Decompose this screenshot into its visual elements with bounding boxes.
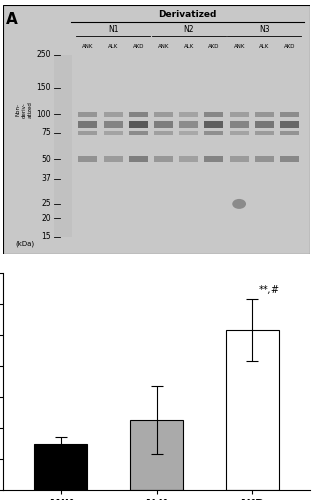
Ellipse shape (232, 199, 246, 209)
FancyBboxPatch shape (204, 112, 223, 116)
Text: (kDa): (kDa) (15, 240, 34, 247)
FancyBboxPatch shape (255, 130, 274, 135)
FancyBboxPatch shape (104, 156, 122, 162)
FancyBboxPatch shape (255, 156, 274, 162)
Text: ANK: ANK (233, 44, 245, 49)
Text: **,#: **,# (259, 285, 280, 295)
Text: 50: 50 (41, 154, 51, 164)
FancyBboxPatch shape (104, 112, 122, 116)
Text: ALK: ALK (184, 44, 194, 49)
Text: AKD: AKD (284, 44, 295, 49)
Bar (34, 444, 87, 490)
FancyBboxPatch shape (204, 121, 223, 128)
Text: 25: 25 (41, 200, 51, 208)
Text: AKD: AKD (208, 44, 220, 49)
FancyBboxPatch shape (255, 121, 274, 128)
Bar (226, 330, 279, 490)
Text: N3: N3 (259, 25, 270, 34)
FancyBboxPatch shape (230, 130, 249, 135)
FancyBboxPatch shape (280, 121, 299, 128)
Text: Non-
deriv-
atized: Non- deriv- atized (16, 102, 32, 118)
FancyBboxPatch shape (154, 156, 173, 162)
FancyBboxPatch shape (129, 121, 148, 128)
Text: Derivatized: Derivatized (158, 10, 216, 18)
FancyBboxPatch shape (78, 130, 97, 135)
FancyBboxPatch shape (179, 156, 198, 162)
Text: 37: 37 (41, 174, 51, 183)
FancyBboxPatch shape (280, 130, 299, 135)
Text: N1: N1 (108, 25, 118, 34)
Text: 100: 100 (36, 110, 51, 118)
Text: AKD: AKD (132, 44, 144, 49)
FancyBboxPatch shape (154, 121, 173, 128)
FancyBboxPatch shape (129, 112, 148, 116)
FancyBboxPatch shape (230, 121, 249, 128)
FancyBboxPatch shape (179, 121, 198, 128)
Text: ANK: ANK (158, 44, 169, 49)
Text: ALK: ALK (259, 44, 269, 49)
FancyBboxPatch shape (179, 112, 198, 116)
FancyBboxPatch shape (230, 156, 249, 162)
Text: 20: 20 (41, 214, 51, 223)
FancyBboxPatch shape (104, 121, 122, 128)
FancyBboxPatch shape (280, 156, 299, 162)
FancyBboxPatch shape (78, 121, 97, 128)
Text: 150: 150 (36, 84, 51, 92)
Text: 250: 250 (36, 50, 51, 59)
FancyBboxPatch shape (280, 112, 299, 116)
Text: ALK: ALK (108, 44, 118, 49)
FancyBboxPatch shape (204, 130, 223, 135)
FancyBboxPatch shape (255, 112, 274, 116)
FancyBboxPatch shape (3, 5, 310, 254)
FancyBboxPatch shape (179, 130, 198, 135)
FancyBboxPatch shape (54, 55, 72, 237)
FancyBboxPatch shape (129, 130, 148, 135)
Text: 15: 15 (41, 232, 51, 241)
Bar (130, 420, 183, 490)
FancyBboxPatch shape (154, 112, 173, 116)
FancyBboxPatch shape (129, 156, 148, 162)
Text: 75: 75 (41, 128, 51, 138)
FancyBboxPatch shape (204, 156, 223, 162)
FancyBboxPatch shape (104, 130, 122, 135)
Text: N2: N2 (183, 25, 194, 34)
Text: A: A (6, 12, 18, 28)
Text: ANK: ANK (82, 44, 94, 49)
FancyBboxPatch shape (78, 112, 97, 116)
FancyBboxPatch shape (78, 156, 97, 162)
FancyBboxPatch shape (230, 112, 249, 116)
FancyBboxPatch shape (154, 130, 173, 135)
